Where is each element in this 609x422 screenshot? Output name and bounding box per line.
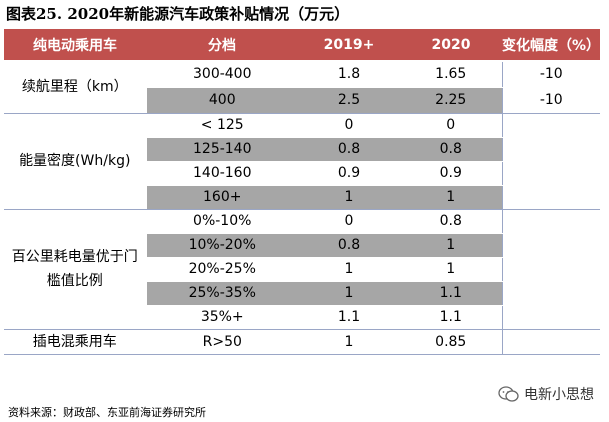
subsidy-table: 纯电动乘用车 分档 2019+ 2020 变化幅度（%） 续航里程（km） 300… <box>4 29 600 355</box>
tier-cell: 10%-20% <box>146 233 298 258</box>
watermark: 电新小思想 <box>498 384 594 404</box>
tier-cell: 400 <box>146 87 298 114</box>
category-cell: 百公里耗电量优于门槛值比例 <box>4 209 147 330</box>
table-body: 续航里程（km） 300-400 1.8 1.65 -10 400 2.5 2.25 -10 能量… <box>4 61 600 355</box>
category-cell: 续航里程（km） <box>4 61 147 114</box>
value-2019-cell: 1 <box>298 185 400 210</box>
value-2020-cell: 0.8 <box>400 137 502 162</box>
value-2019-cell: 0 <box>298 209 400 234</box>
tier-cell: R>50 <box>146 329 298 355</box>
table-row: 140-160 0.9 0.9 <box>4 161 600 186</box>
header-2020: 2020 <box>400 29 502 62</box>
header-row: 纯电动乘用车 分档 2019+ 2020 变化幅度（%） <box>4 29 600 62</box>
category-cell: 能量密度(Wh/kg) <box>4 113 147 210</box>
value-2020-cell: 0.85 <box>400 329 502 355</box>
table-row: 20%-25% 1 1 <box>4 257 600 282</box>
value-2019-cell: 0.9 <box>298 161 400 186</box>
tier-cell: 25%-35% <box>146 281 298 306</box>
table-row: 能量密度(Wh/kg) < 125 0 0 <box>4 113 600 210</box>
tier-cell: 160+ <box>146 185 298 210</box>
change-cell: -10 <box>501 61 600 88</box>
category-cell: 插电混乘用车 <box>4 329 147 355</box>
value-2019-cell: 0 <box>298 113 400 138</box>
value-2019-cell: 2.5 <box>298 87 400 114</box>
change-cell <box>501 305 600 330</box>
value-2019-cell: 0.8 <box>298 137 400 162</box>
tier-cell: 0%-10% <box>146 209 298 234</box>
value-2019-cell: 1.1 <box>298 305 400 330</box>
value-2020-cell: 1.65 <box>400 61 502 88</box>
wechat-icon <box>498 386 519 402</box>
change-cell <box>501 257 600 282</box>
tier-cell: < 125 <box>146 113 298 138</box>
change-cell <box>501 113 600 138</box>
watermark-text: 电新小思想 <box>524 387 594 403</box>
change-cell <box>501 209 600 234</box>
tier-cell: 125-140 <box>146 137 298 162</box>
table-row: 续航里程（km） 300-400 1.8 1.65 -10 <box>4 61 600 114</box>
value-2020-cell: 1.1 <box>400 305 502 330</box>
value-2020-cell: 0.9 <box>400 161 502 186</box>
tier-cell: 300-400 <box>146 61 298 88</box>
header-change: 变化幅度（%） <box>502 29 600 62</box>
value-2020-cell: 1 <box>400 257 502 282</box>
value-2020-cell: 1.1 <box>400 281 502 306</box>
value-2020-cell: 1 <box>400 233 502 258</box>
tier-cell: 140-160 <box>146 161 298 186</box>
change-cell <box>501 161 600 186</box>
table-row: 10%-20% 0.8 1 <box>4 233 600 258</box>
source-note: 资料来源：财政部、东亚前海证券研究所 <box>8 406 206 419</box>
tier-cell: 35%+ <box>146 305 298 330</box>
change-cell <box>501 329 600 355</box>
figure-title: 图表25. 2020年新能源汽车政策补贴情况（万元） <box>6 5 350 23</box>
header-2019: 2019+ <box>298 29 400 62</box>
value-2019-cell: 0.8 <box>298 233 400 258</box>
value-2019-cell: 1 <box>298 281 400 306</box>
value-2020-cell: 1 <box>400 185 502 210</box>
table-row: 百公里耗电量优于门槛值比例 0%-10% 0 0.8 <box>4 209 600 330</box>
table-row: 125-140 0.8 0.8 <box>4 137 600 162</box>
change-cell <box>501 281 600 306</box>
change-cell <box>501 137 600 162</box>
value-2020-cell: 2.25 <box>400 87 502 114</box>
value-2019-cell: 1 <box>298 329 400 355</box>
change-cell: -10 <box>501 87 600 114</box>
change-cell <box>501 185 600 210</box>
table-row: 25%-35% 1 1.1 <box>4 281 600 306</box>
table-row: 400 2.5 2.25 -10 <box>4 87 600 114</box>
change-cell <box>501 233 600 258</box>
header-tier: 分档 <box>146 29 298 62</box>
value-2020-cell: 0 <box>400 113 502 138</box>
table-row: 35%+ 1.1 1.1 <box>4 305 600 330</box>
table-row: 插电混乘用车 R>50 1 0.85 <box>4 329 600 355</box>
value-2019-cell: 1.8 <box>298 61 400 88</box>
header-category: 纯电动乘用车 <box>4 29 146 62</box>
tier-cell: 20%-25% <box>146 257 298 282</box>
table-row: 160+ 1 1 <box>4 185 600 210</box>
value-2020-cell: 0.8 <box>400 209 502 234</box>
value-2019-cell: 1 <box>298 257 400 282</box>
